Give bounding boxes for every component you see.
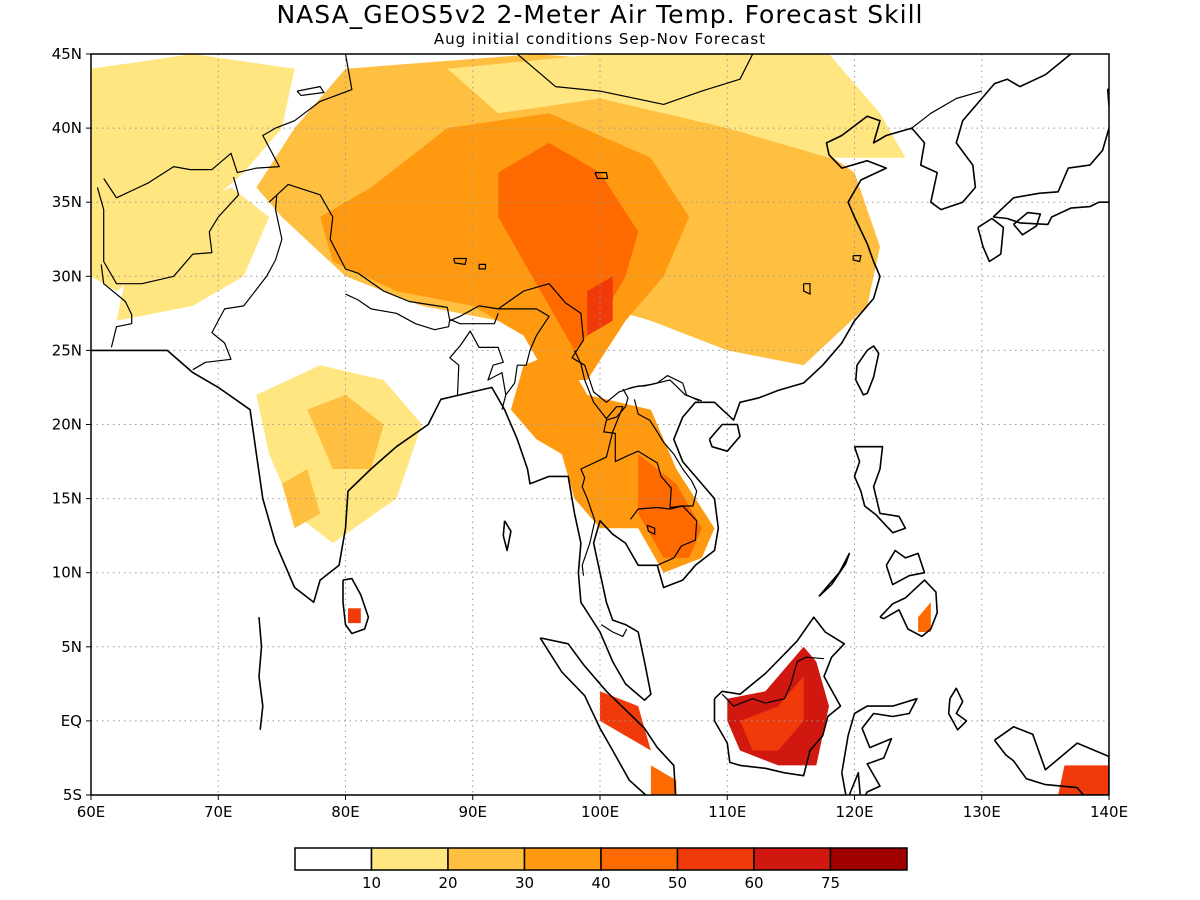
map-title: NASA_GEOS5v2 2-Meter Air Temp. Forecast … — [276, 0, 924, 29]
skill-region-borneo-core — [740, 676, 804, 751]
lat-tick-label: 35N — [52, 193, 82, 211]
lat-tick-label: 40N — [52, 119, 82, 137]
colorbar-box — [753, 847, 832, 871]
colorbar-box — [294, 847, 373, 871]
coastline-sulawesi-coast — [841, 697, 918, 795]
coastline-maldives-coast — [258, 617, 264, 730]
border-cambodia-border — [630, 505, 698, 566]
colorbar-label: 50 — [668, 874, 687, 892]
gridlines — [91, 54, 1109, 795]
lat-tick-label: 5S — [63, 786, 82, 804]
coastline-layer — [91, 54, 1109, 795]
lon-tick-label: 100E — [581, 803, 619, 821]
coastline-borneo-coast — [713, 616, 846, 777]
coastline-halmahera-coast — [947, 687, 968, 731]
coastline-shikoku-coast — [1012, 211, 1042, 236]
colorbar-box — [600, 847, 679, 871]
skill-region-mindanao — [918, 602, 931, 632]
lat-tick-label: 25N — [52, 341, 82, 359]
coastline-taiwan-coast — [855, 345, 880, 396]
lake-issyk-kul — [296, 85, 325, 97]
lake-poyang-lake — [802, 283, 811, 296]
lake-tonle-sap — [646, 524, 656, 536]
coastline-palawan-coast — [818, 552, 851, 597]
lat-tick-label: 5N — [61, 638, 82, 656]
lon-tick-label: 120E — [835, 803, 873, 821]
lake-tibet-lake-1 — [453, 257, 468, 266]
skill-region-sumatra-south — [650, 765, 677, 795]
lon-tick-label: 90E — [458, 803, 487, 821]
border-myanmar-thai-border — [573, 350, 624, 576]
skill-region-new-guinea — [1058, 765, 1109, 795]
lon-tick-label: 80E — [331, 803, 360, 821]
lon-tick-label: 60E — [77, 803, 106, 821]
colorbar-label: 20 — [438, 874, 457, 892]
lat-tick-label: 20N — [52, 416, 82, 434]
skill-region-sri-lanka — [348, 608, 361, 624]
lat-tick-label: EQ — [61, 712, 82, 730]
border-china-vietnam-border — [627, 375, 700, 402]
coastline-asia-coast — [91, 54, 1072, 702]
skill-region-mongolia-north — [447, 54, 906, 158]
coastline-sri-lanka-coast — [342, 577, 370, 635]
lake-tibet-lake-2 — [478, 263, 487, 270]
lon-tick-label: 70E — [204, 803, 233, 821]
skill-region-india-mid — [307, 394, 384, 469]
coastline-sumatra-coast — [539, 637, 677, 795]
lat-tick-label: 45N — [52, 45, 82, 63]
lat-tick-label: 15N — [52, 490, 82, 508]
colorbar-label: 30 — [515, 874, 534, 892]
border-nepal-bhutan-border — [345, 293, 499, 331]
coastline-new-guinea-coast — [993, 725, 1109, 795]
border-ne-india-border — [498, 308, 550, 396]
border-bangladesh-border — [449, 330, 507, 410]
lon-tick-label: 110E — [708, 803, 746, 821]
border-malaysia-thai-border — [600, 624, 628, 638]
coastline-mindanao-coast — [879, 579, 939, 638]
skill-region-west-asia — [91, 54, 295, 292]
lake-qinghai-lake — [594, 172, 609, 180]
border-mongolia-border — [514, 54, 756, 106]
coastline-luzon-coast — [853, 445, 907, 534]
coastline-hokkaido-coast — [1106, 87, 1109, 106]
colorbar-label: 60 — [744, 874, 763, 892]
coastline-honshu-coast — [992, 123, 1109, 226]
colorbar-legend: 10 20 30 40 50 60 75 — [294, 847, 908, 892]
lat-tick-label: 10N — [52, 564, 82, 582]
colorbar-box — [370, 847, 449, 871]
skill-region-yunnan-hot — [587, 276, 613, 336]
border-iran-pak-border — [100, 264, 133, 348]
coastline-kyushu-coast — [977, 217, 1005, 263]
colorbar-box — [447, 847, 526, 871]
border-laos-border — [603, 388, 698, 509]
coastline-hainan-coast — [708, 423, 741, 453]
colorbar-box — [829, 847, 908, 871]
colorbar-box — [523, 847, 602, 871]
border-kazakh-border — [103, 54, 353, 199]
coastline-visayas-coast — [885, 549, 926, 586]
lon-tick-label: 130E — [963, 803, 1001, 821]
border-korea-border — [911, 90, 982, 129]
colorbar-label: 40 — [591, 874, 610, 892]
colorbar-label: 10 — [362, 874, 381, 892]
border-borneo-inner-border — [721, 656, 825, 707]
border-india-pak-border — [192, 194, 283, 371]
lake-taihu-lake — [852, 255, 862, 263]
coastline-andaman-coast — [502, 520, 512, 552]
colorbar-box — [676, 847, 755, 871]
map-subtitle: Aug initial conditions Sep-Nov Forecast — [433, 30, 767, 48]
axis-labels: 60E 70E 80E 90E 100E 110E 120E 130E 140E 45N 40N 35… — [52, 45, 1128, 821]
lat-tick-label: 30N — [52, 267, 82, 285]
lon-tick-label: 140E — [1090, 803, 1128, 821]
colorbar-label: 75 — [821, 874, 840, 892]
border-afghan-pak-border — [96, 176, 240, 285]
